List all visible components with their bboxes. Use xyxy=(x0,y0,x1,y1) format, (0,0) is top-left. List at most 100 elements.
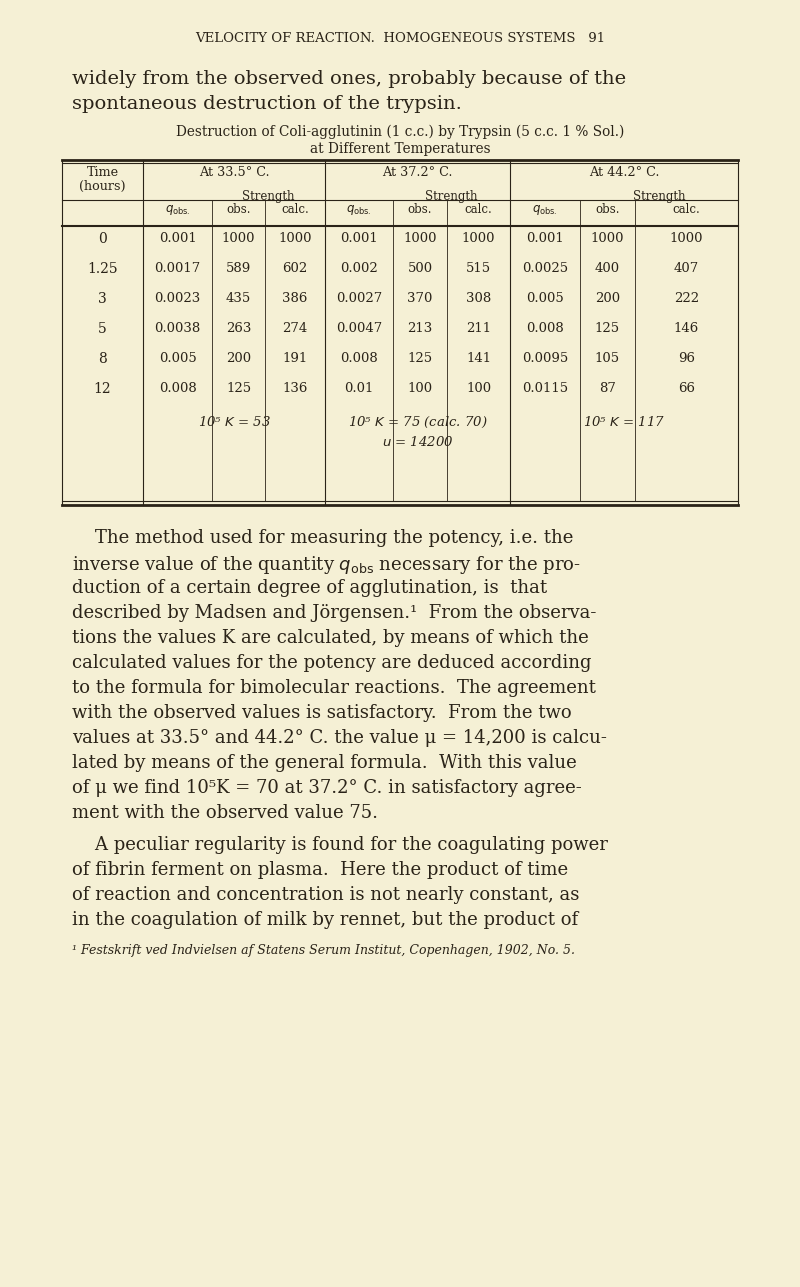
Text: lated by means of the general formula.  With this value: lated by means of the general formula. W… xyxy=(72,754,577,772)
Text: of μ we find 10⁵K = 70 at 37.2° C. in satisfactory agree-: of μ we find 10⁵K = 70 at 37.2° C. in sa… xyxy=(72,779,582,797)
Text: 602: 602 xyxy=(282,263,308,275)
Text: 0.008: 0.008 xyxy=(158,382,196,395)
Text: 0.005: 0.005 xyxy=(158,353,196,366)
Text: 1000: 1000 xyxy=(462,232,495,245)
Text: 146: 146 xyxy=(674,322,699,335)
Text: 5: 5 xyxy=(98,322,107,336)
Text: A peculiar regularity is found for the coagulating power: A peculiar regularity is found for the c… xyxy=(72,837,608,855)
Text: 0.0025: 0.0025 xyxy=(522,263,568,275)
Text: 125: 125 xyxy=(595,322,620,335)
Text: (hours): (hours) xyxy=(79,180,126,193)
Text: 500: 500 xyxy=(407,263,433,275)
Text: 3: 3 xyxy=(98,292,107,306)
Text: The method used for measuring the potency, i.e. the: The method used for measuring the potenc… xyxy=(72,529,574,547)
Text: obs.: obs. xyxy=(408,203,432,216)
Text: 1000: 1000 xyxy=(590,232,624,245)
Text: 0.0095: 0.0095 xyxy=(522,353,568,366)
Text: widely from the observed ones, probably because of the: widely from the observed ones, probably … xyxy=(72,69,626,88)
Text: calc.: calc. xyxy=(281,203,309,216)
Text: 0.001: 0.001 xyxy=(158,232,196,245)
Text: 0.002: 0.002 xyxy=(340,263,378,275)
Text: 0.0023: 0.0023 xyxy=(154,292,201,305)
Text: 10⁵ $K$ = 117: 10⁵ $K$ = 117 xyxy=(583,414,665,429)
Text: 1000: 1000 xyxy=(222,232,255,245)
Text: VELOCITY OF REACTION.  HOMOGENEOUS SYSTEMS   91: VELOCITY OF REACTION. HOMOGENEOUS SYSTEM… xyxy=(195,32,605,45)
Text: $q_{\rm obs.}$: $q_{\rm obs.}$ xyxy=(165,203,190,218)
Text: calculated values for the potency are deduced according: calculated values for the potency are de… xyxy=(72,654,591,672)
Text: tions the values K are calculated, by means of which the: tions the values K are calculated, by me… xyxy=(72,629,589,647)
Text: Strength: Strength xyxy=(242,190,294,203)
Text: At 33.5° C.: At 33.5° C. xyxy=(198,166,270,179)
Text: Strength: Strength xyxy=(633,190,686,203)
Text: 125: 125 xyxy=(407,353,433,366)
Text: 0.001: 0.001 xyxy=(526,232,564,245)
Text: 100: 100 xyxy=(466,382,491,395)
Text: 10⁵ $K$ = 75 (calc. 70): 10⁵ $K$ = 75 (calc. 70) xyxy=(348,414,487,430)
Text: 12: 12 xyxy=(94,382,111,396)
Text: 370: 370 xyxy=(407,292,433,305)
Text: with the observed values is satisfactory.  From the two: with the observed values is satisfactory… xyxy=(72,704,572,722)
Text: 0: 0 xyxy=(98,232,107,246)
Text: 515: 515 xyxy=(466,263,491,275)
Text: 274: 274 xyxy=(282,322,308,335)
Text: 0.008: 0.008 xyxy=(526,322,564,335)
Text: 10⁵ $K$ = 53: 10⁵ $K$ = 53 xyxy=(198,414,270,429)
Text: Strength: Strength xyxy=(426,190,478,203)
Text: 0.0017: 0.0017 xyxy=(154,263,201,275)
Text: 0.0038: 0.0038 xyxy=(154,322,201,335)
Text: of reaction and concentration is not nearly constant, as: of reaction and concentration is not nea… xyxy=(72,885,579,903)
Text: $q_{\rm obs.}$: $q_{\rm obs.}$ xyxy=(346,203,372,218)
Text: 213: 213 xyxy=(407,322,433,335)
Text: duction of a certain degree of agglutination, is  that: duction of a certain degree of agglutina… xyxy=(72,579,547,597)
Text: 263: 263 xyxy=(226,322,251,335)
Text: values at 33.5° and 44.2° C. the value μ = 14,200 is calcu-: values at 33.5° and 44.2° C. the value μ… xyxy=(72,728,607,746)
Text: Destruction of Coli-agglutinin (1 c.c.) by Trypsin (5 c.c. 1 % Sol.): Destruction of Coli-agglutinin (1 c.c.) … xyxy=(176,125,624,139)
Text: described by Madsen and Jörgensen.¹  From the observa-: described by Madsen and Jörgensen.¹ From… xyxy=(72,604,596,622)
Text: 0.008: 0.008 xyxy=(340,353,378,366)
Text: obs.: obs. xyxy=(595,203,620,216)
Text: 200: 200 xyxy=(595,292,620,305)
Text: 0.01: 0.01 xyxy=(344,382,374,395)
Text: 0.0115: 0.0115 xyxy=(522,382,568,395)
Text: 222: 222 xyxy=(674,292,699,305)
Text: ¹ Festskrift ved Indvielsen af Statens Serum Institut, Copenhagen, 1902, No. 5.: ¹ Festskrift ved Indvielsen af Statens S… xyxy=(72,943,575,958)
Text: 8: 8 xyxy=(98,353,107,366)
Text: $u$ = 14200: $u$ = 14200 xyxy=(382,435,454,449)
Text: 96: 96 xyxy=(678,353,695,366)
Text: 200: 200 xyxy=(226,353,251,366)
Text: 1000: 1000 xyxy=(670,232,703,245)
Text: in the coagulation of milk by rennet, but the product of: in the coagulation of milk by rennet, bu… xyxy=(72,911,578,929)
Text: 100: 100 xyxy=(407,382,433,395)
Text: 0.005: 0.005 xyxy=(526,292,564,305)
Text: at Different Temperatures: at Different Temperatures xyxy=(310,142,490,156)
Text: 0.0047: 0.0047 xyxy=(336,322,382,335)
Text: 1000: 1000 xyxy=(403,232,437,245)
Text: 191: 191 xyxy=(282,353,308,366)
Text: 105: 105 xyxy=(595,353,620,366)
Text: 136: 136 xyxy=(282,382,308,395)
Text: 1.25: 1.25 xyxy=(87,263,118,275)
Text: 1000: 1000 xyxy=(278,232,312,245)
Text: spontaneous destruction of the trypsin.: spontaneous destruction of the trypsin. xyxy=(72,95,474,113)
Text: 435: 435 xyxy=(226,292,251,305)
Text: calc.: calc. xyxy=(673,203,700,216)
Text: 407: 407 xyxy=(674,263,699,275)
Text: 211: 211 xyxy=(466,322,491,335)
Text: At 44.2° C.: At 44.2° C. xyxy=(589,166,659,179)
Text: ment with the observed value 75.: ment with the observed value 75. xyxy=(72,804,378,822)
Text: 0.0027: 0.0027 xyxy=(336,292,382,305)
Text: Time: Time xyxy=(86,166,118,179)
Text: 66: 66 xyxy=(678,382,695,395)
Text: 386: 386 xyxy=(282,292,308,305)
Text: inverse value of the quantity $q_{\rm obs}$ necessary for the pro-: inverse value of the quantity $q_{\rm ob… xyxy=(72,553,581,577)
Text: 0.001: 0.001 xyxy=(340,232,378,245)
Text: $q_{\rm obs.}$: $q_{\rm obs.}$ xyxy=(532,203,558,218)
Text: obs.: obs. xyxy=(226,203,250,216)
Text: 141: 141 xyxy=(466,353,491,366)
Text: 589: 589 xyxy=(226,263,251,275)
Text: 308: 308 xyxy=(466,292,491,305)
Text: At 37.2° C.: At 37.2° C. xyxy=(382,166,453,179)
Text: 400: 400 xyxy=(595,263,620,275)
Text: to the formula for bimolecular reactions.  The agreement: to the formula for bimolecular reactions… xyxy=(72,680,596,698)
Text: 87: 87 xyxy=(599,382,616,395)
